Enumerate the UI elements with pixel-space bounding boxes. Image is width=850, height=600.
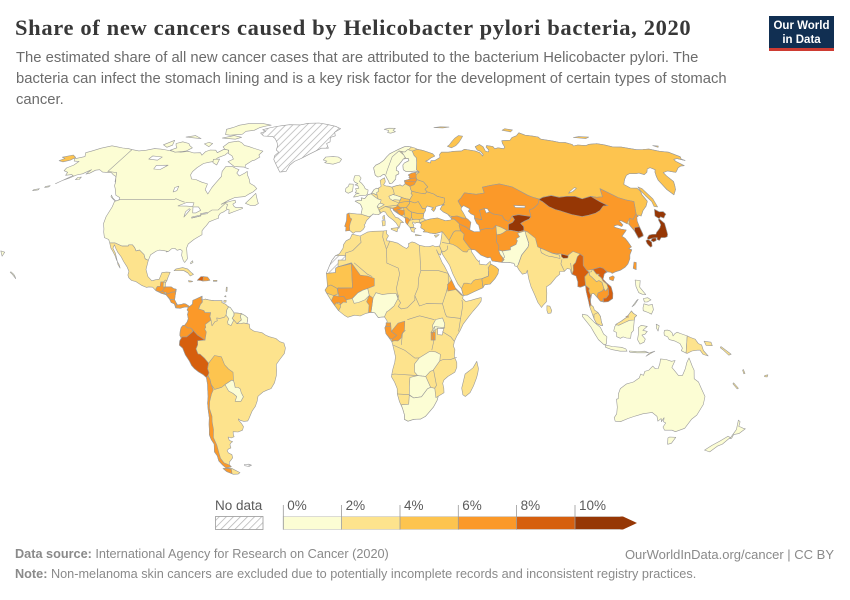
svg-text:No data: No data bbox=[215, 498, 263, 513]
svg-text:10%: 10% bbox=[579, 498, 606, 513]
svg-text:0%: 0% bbox=[287, 498, 307, 513]
svg-text:8%: 8% bbox=[521, 498, 541, 513]
svg-text:4%: 4% bbox=[404, 498, 424, 513]
svg-text:6%: 6% bbox=[462, 498, 482, 513]
svg-text:2%: 2% bbox=[346, 498, 366, 513]
